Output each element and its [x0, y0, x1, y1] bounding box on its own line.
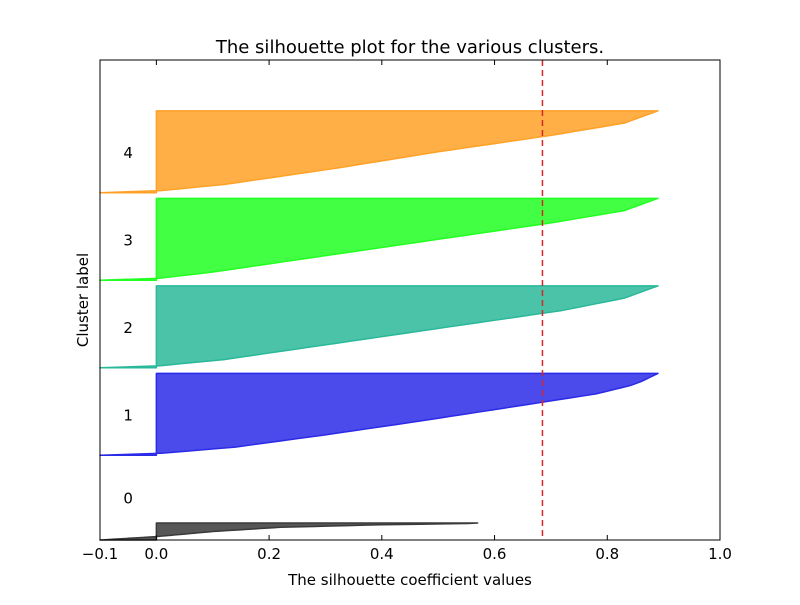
cluster-label-0: 0	[123, 490, 133, 508]
cluster-label-1: 1	[123, 406, 133, 424]
cluster-labels-layer: 0 1 2 3 4	[123, 144, 133, 508]
cluster-label-3: 3	[123, 231, 133, 249]
x-tick-label: 1.0	[708, 545, 732, 563]
x-tick-label: 0.0	[144, 545, 168, 563]
x-tick-label: −0.1	[82, 545, 118, 563]
cluster-0-silhouette	[99, 522, 479, 541]
x-tick-label: 0.8	[595, 545, 619, 563]
clusters-layer	[99, 110, 659, 541]
x-ticks-layer: −0.1 0.0 0.2 0.4 0.6 0.8 1.0	[82, 60, 732, 563]
cluster-label-2: 2	[123, 319, 133, 337]
chart-title: The silhouette plot for the various clus…	[215, 37, 604, 58]
cluster-label-4: 4	[123, 144, 133, 162]
plot-frame	[99, 59, 721, 541]
x-tick-label: 0.2	[257, 545, 281, 563]
x-tick-label: 0.4	[370, 545, 394, 563]
cluster-4-silhouette	[99, 110, 659, 194]
y-axis-label: Cluster label	[74, 253, 92, 347]
x-tick-label: 0.6	[483, 545, 507, 563]
x-axis-label: The silhouette coefficient values	[287, 571, 532, 589]
cluster-1-silhouette	[99, 372, 659, 457]
cluster-2-silhouette	[99, 285, 659, 369]
cluster-3-silhouette	[99, 197, 659, 281]
